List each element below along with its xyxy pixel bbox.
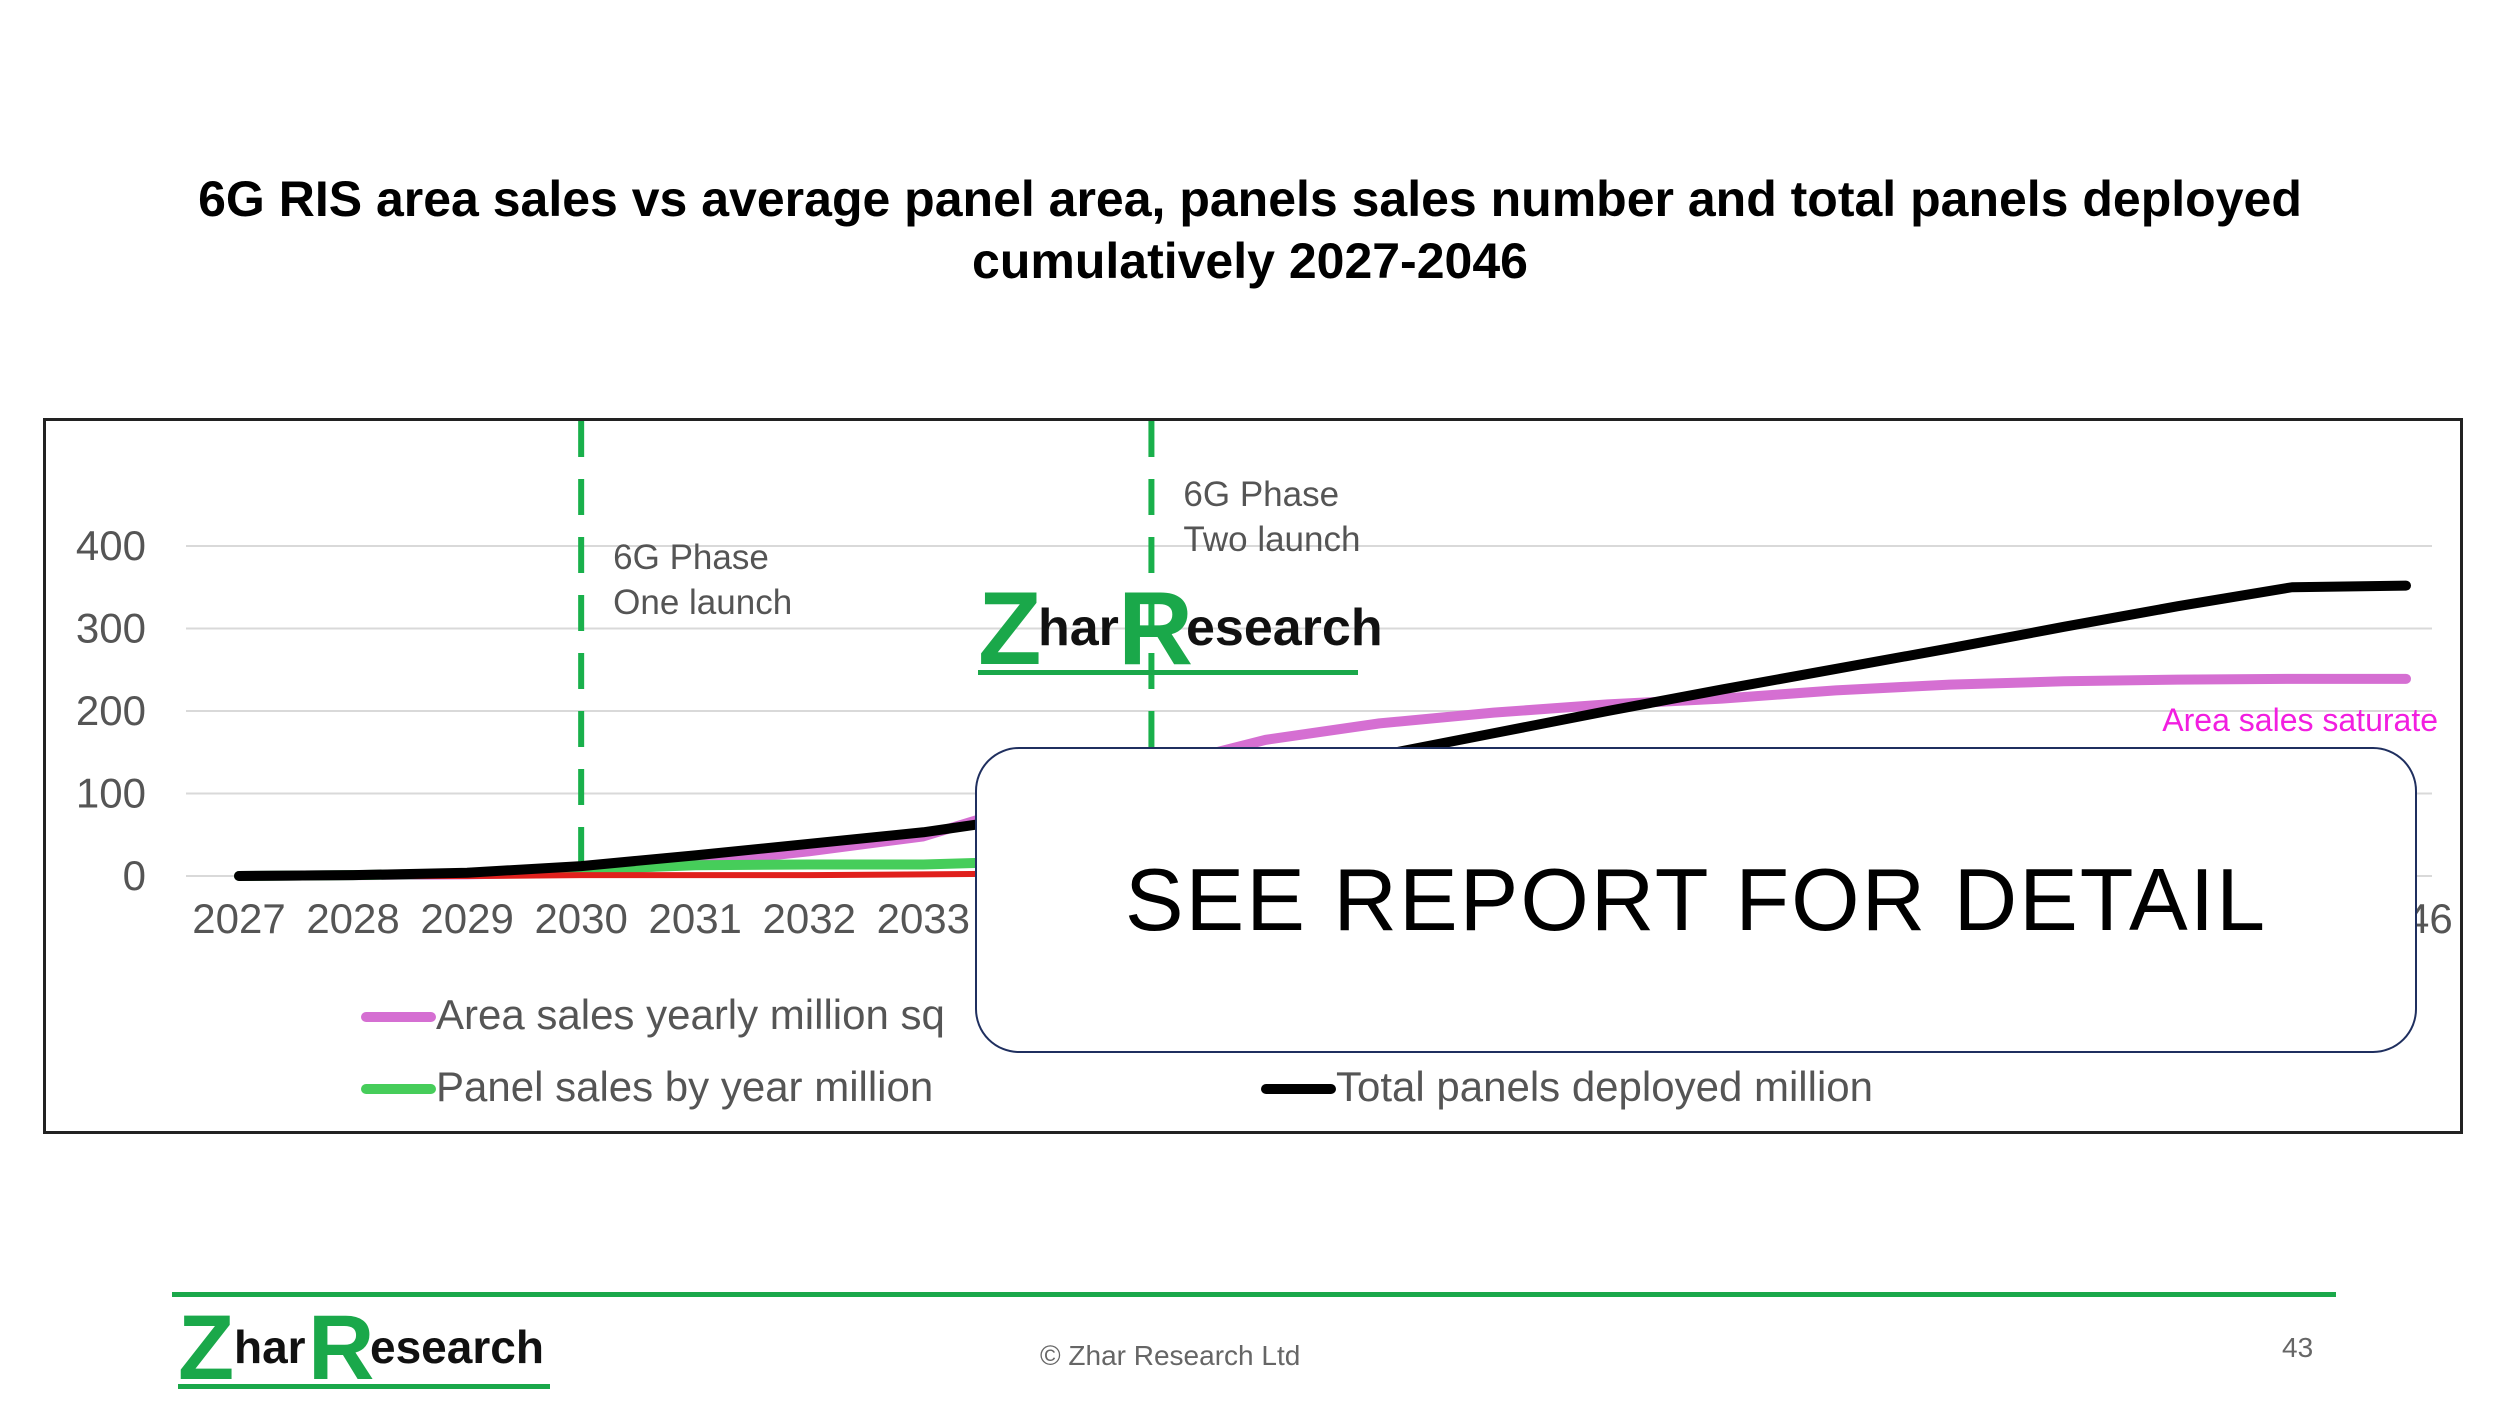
y-tick-label: 100 xyxy=(76,770,146,817)
x-tick-label: 2030 xyxy=(534,895,627,942)
title-line-2: cumulatively 2027-2046 xyxy=(972,233,1528,289)
y-tick-label: 300 xyxy=(76,605,146,652)
x-tick-label: 2029 xyxy=(420,895,513,942)
logo-z: Z xyxy=(978,571,1042,687)
logo-esearch: esearch xyxy=(370,1321,544,1373)
phase-annotations: 6G Phase One launch 6G Phase Two launch xyxy=(613,475,1360,622)
title-line-1: 6G RIS area sales vs average panel area,… xyxy=(198,171,2302,227)
phase-annotation-text: 6G Phase xyxy=(1183,475,1339,514)
report-overlay: SEE REPORT FOR DETAIL xyxy=(975,747,2417,1053)
logo-esearch: esearch xyxy=(1186,599,1383,657)
footer-divider xyxy=(172,1292,2336,1297)
copyright: © Zhar Research Ltd xyxy=(1040,1340,1301,1371)
y-tick-label: 200 xyxy=(76,687,146,734)
logo-z: Z xyxy=(178,1297,235,1399)
page-title: 6G RIS area sales vs average panel area,… xyxy=(0,168,2500,292)
y-tick-label: 400 xyxy=(76,522,146,569)
page-number: 43 xyxy=(2282,1332,2314,1363)
legend-label-total: Total panels deployed million xyxy=(1336,1063,1873,1110)
logo-underline xyxy=(978,670,1358,675)
logo-r: R xyxy=(308,1297,375,1399)
logo-r: R xyxy=(1118,571,1194,687)
legend-label-area: Area sales yearly million sq xyxy=(436,991,945,1038)
side-note: Area sales saturate xyxy=(2162,702,2438,738)
x-tick-label: 2027 xyxy=(192,895,285,942)
logo-har: har xyxy=(1038,599,1119,657)
logo-har: har xyxy=(234,1321,306,1373)
legend-label-panel: Panel sales by year million xyxy=(436,1063,933,1110)
phase-annotation-text: 6G Phase xyxy=(613,538,769,577)
legend: Area sales yearly million sq Panel sales… xyxy=(361,991,1873,1110)
y-tick-labels: 0 100 200 300 400 xyxy=(76,522,146,899)
overlay-text: SEE REPORT FOR DETAIL xyxy=(1124,850,2268,949)
x-tick-label: 2028 xyxy=(306,895,399,942)
x-tick-label: 2031 xyxy=(648,895,741,942)
phase-annotation-text: One launch xyxy=(613,583,792,622)
x-tick-label: 2033 xyxy=(877,895,970,942)
phase-annotation-text: Two launch xyxy=(1183,520,1360,559)
x-tick-label: 2032 xyxy=(763,895,856,942)
logo-underline xyxy=(178,1384,550,1389)
y-tick-label: 0 xyxy=(123,852,146,899)
